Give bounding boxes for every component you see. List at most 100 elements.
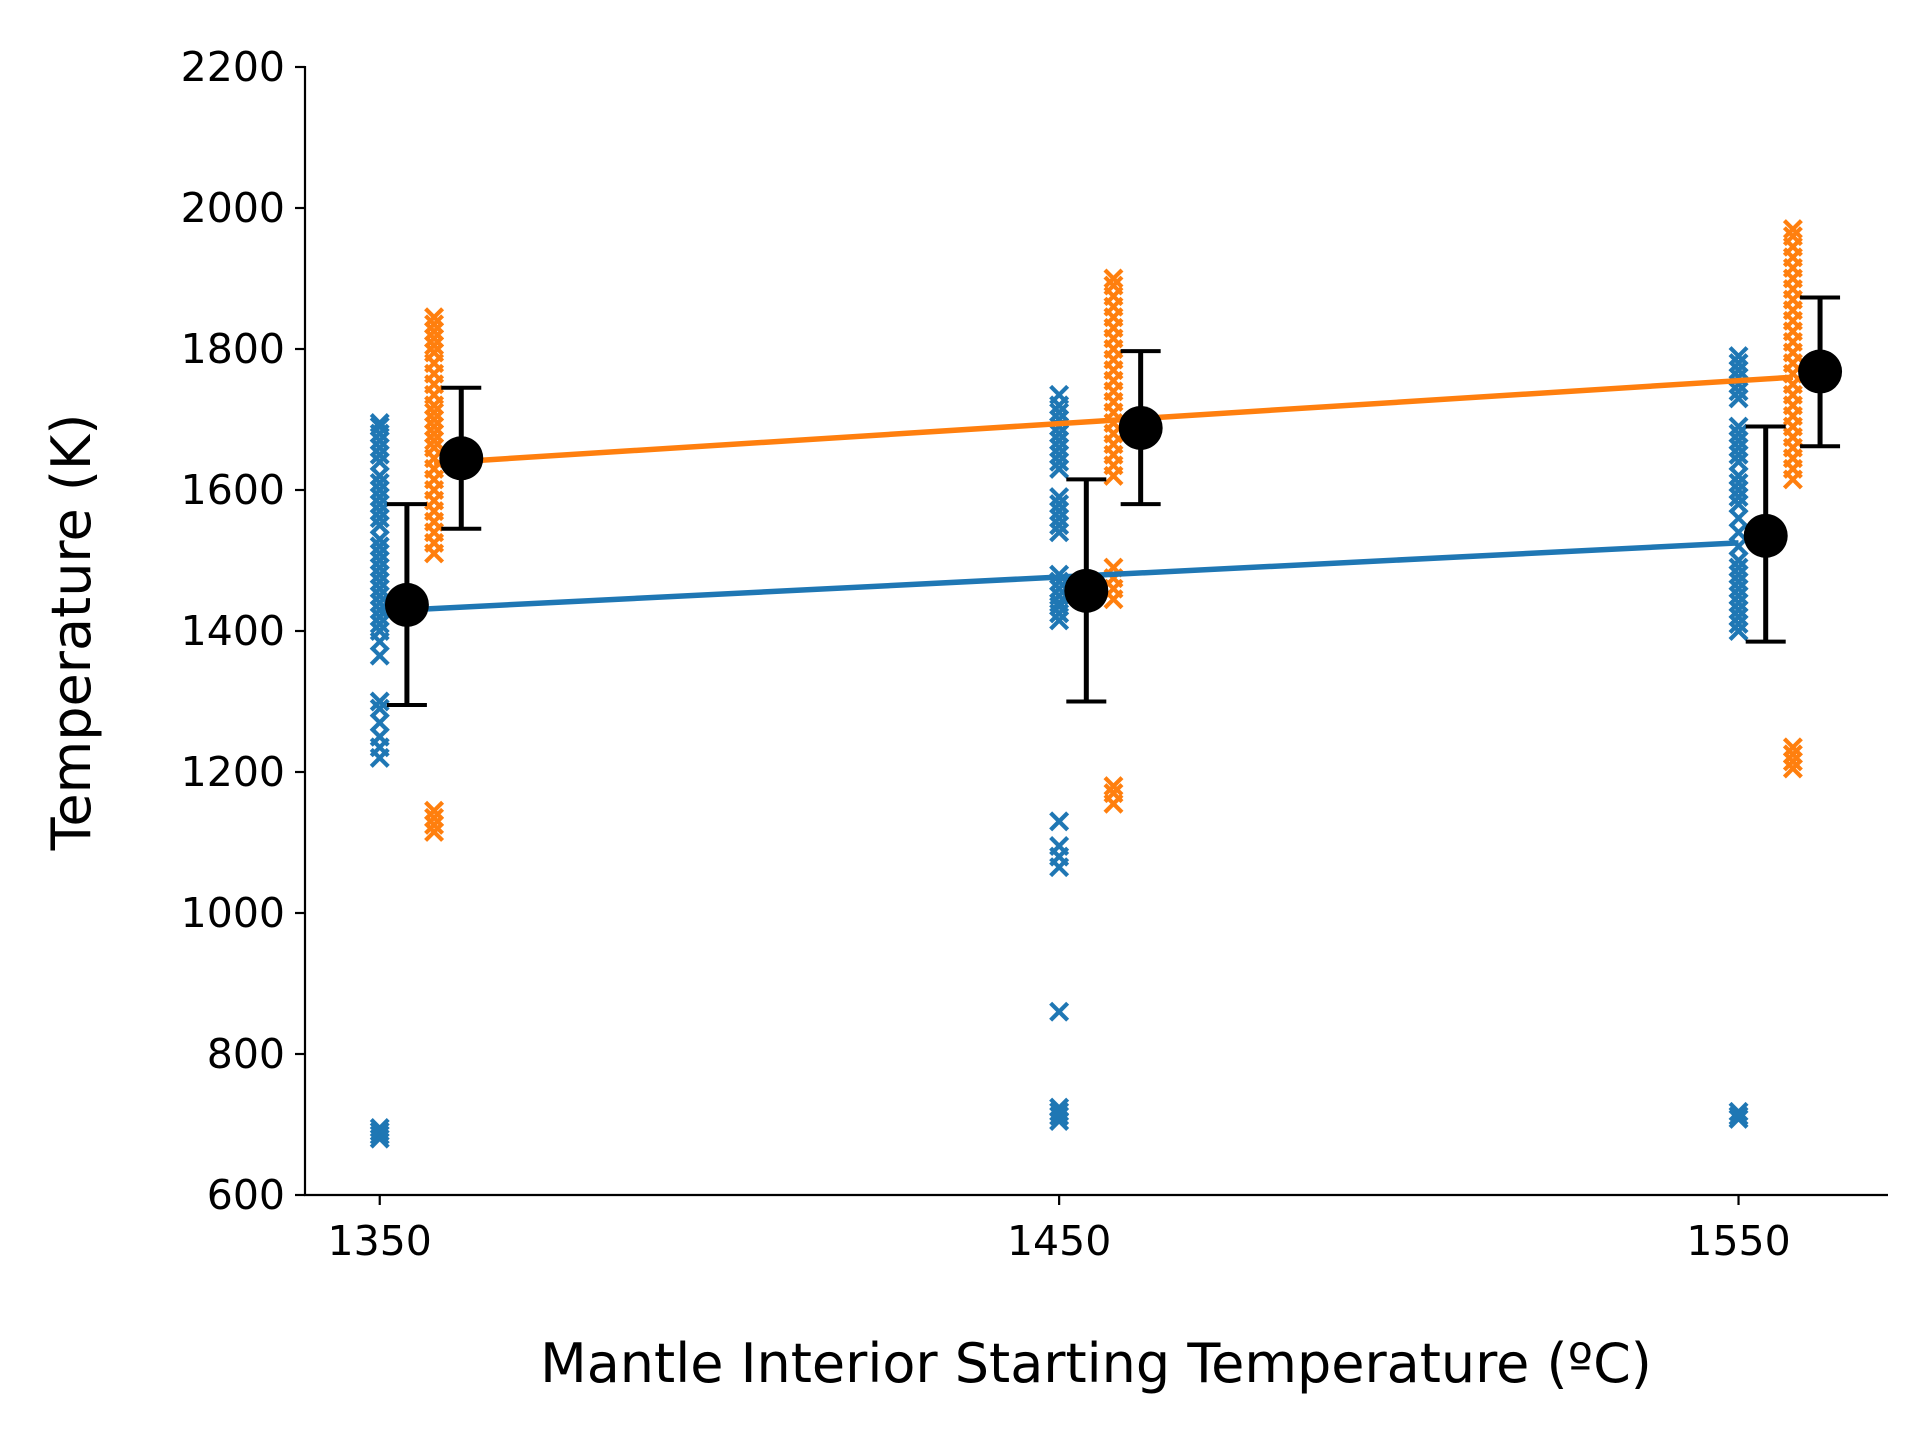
scatter-point-stroke xyxy=(1728,1106,1749,1127)
scatter-point xyxy=(1728,1101,1749,1122)
scatter-point xyxy=(1782,737,1803,758)
scatter-point xyxy=(424,800,445,821)
scatter-point-stroke xyxy=(424,307,445,328)
y-tick-label: 2000 xyxy=(181,184,285,232)
scatter-point-stroke xyxy=(1103,275,1124,296)
scatter-point xyxy=(369,691,390,712)
scatter-point-stroke xyxy=(369,1121,390,1142)
y-tick-label: 1600 xyxy=(181,466,285,514)
y-tick-label: 600 xyxy=(207,1171,285,1219)
mean-point xyxy=(439,436,484,481)
scatter-point-stroke xyxy=(1049,836,1070,857)
x-tick-label: 1550 xyxy=(1686,1217,1790,1265)
scatter-point-stroke xyxy=(1728,346,1749,367)
scatter-point xyxy=(369,1118,390,1139)
scatter-point-stroke xyxy=(369,536,390,557)
scatter-point-stroke xyxy=(1782,737,1803,758)
scatter-point xyxy=(1728,416,1749,437)
scatter-point-stroke xyxy=(1103,776,1124,797)
plot-area xyxy=(369,219,1843,1149)
x-tick-label: 1350 xyxy=(328,1217,432,1265)
scatter-point xyxy=(1049,402,1070,423)
scatter-point-stroke xyxy=(1728,472,1749,493)
x-tick-label: 1450 xyxy=(1007,1217,1111,1265)
scatter-point xyxy=(1049,384,1070,405)
scatter-point-stroke xyxy=(1728,557,1749,578)
scatter-point xyxy=(369,1121,390,1142)
scatter-point-stroke xyxy=(369,698,390,719)
scatter-point xyxy=(424,314,445,335)
scatter-point xyxy=(1049,1097,1070,1118)
scatter-point-stroke xyxy=(424,314,445,335)
scatter-point xyxy=(369,472,390,493)
scatter-point-stroke xyxy=(1782,226,1803,247)
scatter-point-stroke xyxy=(369,472,390,493)
scatter-point-stroke xyxy=(1049,1101,1070,1122)
scatter-point xyxy=(424,402,445,423)
mean-point xyxy=(1798,349,1843,394)
scatter-point xyxy=(369,413,390,434)
scatter-point xyxy=(1049,494,1070,515)
scatter-point-stroke xyxy=(1103,268,1124,289)
scatter-point-stroke xyxy=(1782,744,1803,765)
mean-point xyxy=(384,582,429,627)
scatter-point xyxy=(1049,1001,1070,1022)
scatter-point xyxy=(369,1125,390,1146)
trend-line xyxy=(433,374,1794,466)
scatter-point xyxy=(1728,1106,1749,1127)
y-tick-label: 1200 xyxy=(181,748,285,796)
scatter-point-stroke xyxy=(369,1125,390,1146)
scatter-point xyxy=(1103,268,1124,289)
tick-labels: 600 800 1000 1200 1400 1600 1800 2000 2200 1350 14… xyxy=(181,43,1791,1265)
scatter-point-stroke xyxy=(1049,402,1070,423)
scatter-point xyxy=(1728,353,1749,374)
scatter-point-stroke xyxy=(424,402,445,423)
scatter-point xyxy=(369,536,390,557)
scatter-point xyxy=(1103,783,1124,804)
scatter-point-stroke xyxy=(369,1118,390,1139)
scatter-point-stroke xyxy=(1049,1097,1070,1118)
y-tick-label: 1400 xyxy=(181,607,285,655)
scatter-point xyxy=(1049,487,1070,508)
x-axis-title: Mantle Interior Starting Temperature (ºC… xyxy=(540,1332,1652,1395)
scatter-point-stroke xyxy=(1049,811,1070,832)
scatter-point-stroke xyxy=(1728,423,1749,444)
y-tick-label: 800 xyxy=(207,1030,285,1078)
scatter-point xyxy=(1782,219,1803,240)
mean-point xyxy=(1064,568,1109,613)
y-tick-label: 1000 xyxy=(181,889,285,937)
scatter-point-stroke xyxy=(1103,783,1124,804)
scatter-point-stroke xyxy=(369,413,390,434)
scatter-point-stroke xyxy=(1049,384,1070,405)
scatter-point-stroke xyxy=(1728,416,1749,437)
scatter-point xyxy=(424,307,445,328)
scatter-point xyxy=(369,698,390,719)
scatter-point xyxy=(1049,836,1070,857)
scatter-point-stroke xyxy=(369,691,390,712)
scatter-point xyxy=(1782,226,1803,247)
scatter-point-stroke xyxy=(1049,494,1070,515)
scatter-point xyxy=(1728,423,1749,444)
scatter-point-stroke xyxy=(1728,353,1749,374)
scatter-point xyxy=(1728,472,1749,493)
mean-point xyxy=(1743,513,1788,558)
scatter-point xyxy=(1049,1101,1070,1122)
scatter-point xyxy=(1728,557,1749,578)
y-axis-title: Temperature (K) xyxy=(40,414,103,852)
scatter-point-stroke xyxy=(1782,219,1803,240)
scatter-point-stroke xyxy=(369,416,390,437)
y-tick-label: 2200 xyxy=(181,43,285,91)
scatter-point xyxy=(1103,776,1124,797)
scatter-point-stroke xyxy=(1049,1001,1070,1022)
trend-line xyxy=(379,540,1739,615)
scatter-point xyxy=(1728,346,1749,367)
scatter-point-stroke xyxy=(1728,1101,1749,1122)
scatter-point-stroke xyxy=(424,800,445,821)
scatter-point xyxy=(1049,811,1070,832)
scatter-point-stroke xyxy=(424,807,445,828)
scatter-point xyxy=(369,416,390,437)
scatter-point xyxy=(424,807,445,828)
scatter-point xyxy=(1782,744,1803,765)
y-tick-label: 1800 xyxy=(181,325,285,373)
